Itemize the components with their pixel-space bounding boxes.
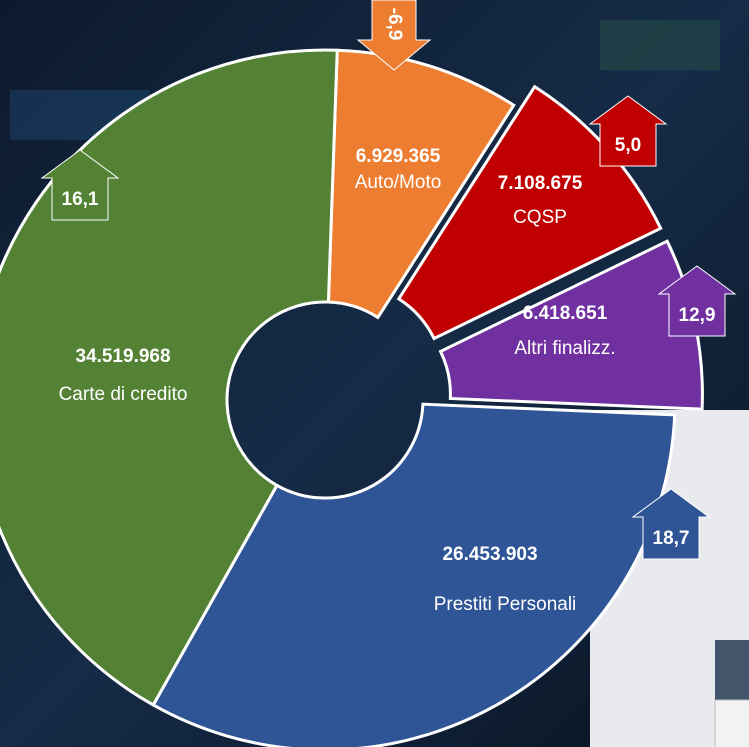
category-label: CQSP [513, 207, 567, 228]
panel-header [715, 640, 749, 700]
change-label: -6,9 [384, 8, 405, 41]
category-label: Altri finalizz. [514, 338, 615, 359]
change-label: 5,0 [615, 135, 641, 156]
change-label: 18,7 [653, 528, 690, 549]
value-label: 34.519.968 [75, 346, 170, 367]
value-label: 26.453.903 [442, 544, 537, 565]
change-label: 12,9 [679, 305, 716, 326]
category-label: Carte di credito [59, 384, 188, 405]
change-label: 16,1 [62, 189, 99, 210]
category-label: Auto/Moto [355, 172, 442, 193]
value-label: 7.108.675 [498, 173, 583, 194]
panel-cell [715, 700, 749, 747]
chart: 6.929.365 Auto/Moto -6,9 7.108.675 CQSP 5,0 6.… [0, 0, 749, 747]
category-label: Prestiti Personali [434, 594, 577, 615]
value-label: 6.418.651 [523, 303, 608, 324]
value-label: 6.929.365 [356, 146, 441, 167]
